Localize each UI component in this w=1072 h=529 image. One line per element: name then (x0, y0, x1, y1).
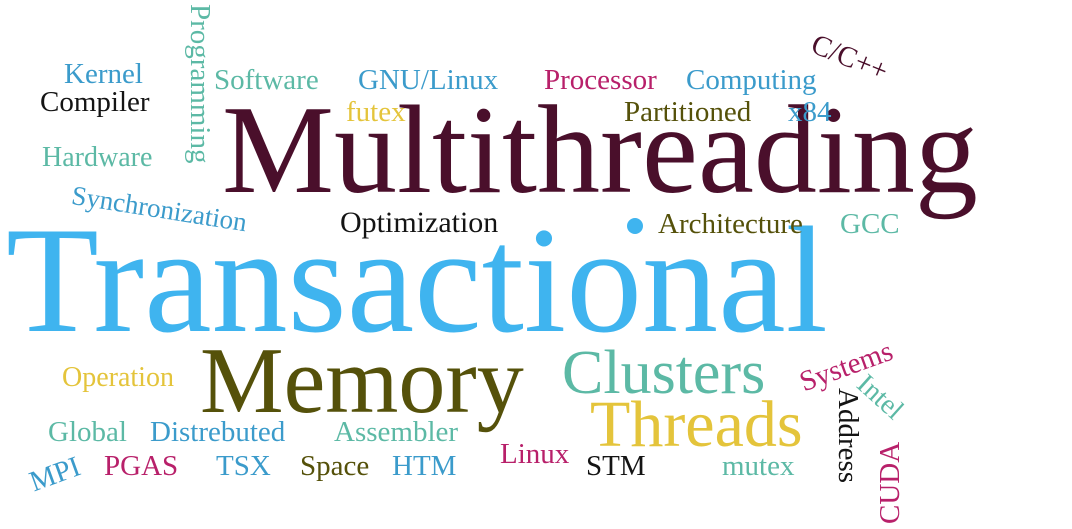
word-gnu-linux: GNU/Linux (358, 64, 499, 96)
word-partitioned: Partitioned (624, 96, 752, 128)
word-programming: Programming (184, 4, 216, 164)
word-hardware: Hardware (42, 142, 153, 173)
word-threads: Threads (590, 388, 803, 461)
word-space: Space (300, 450, 370, 482)
word-architecture: Architecture (658, 208, 803, 240)
word-stm: STM (586, 450, 646, 482)
word-software: Software (214, 64, 319, 96)
word-c-cpp: C/C++ (806, 28, 893, 88)
word-x84: x84 (788, 96, 832, 128)
word-cuda: CUDA (874, 441, 906, 524)
word-futex: futex (346, 96, 406, 128)
word-kernel: Kernel (64, 58, 143, 90)
word-memory: Memory (200, 329, 524, 433)
word-multithreading: Multithreading (222, 81, 978, 220)
word-transactional: Transactional (6, 196, 828, 364)
word-pgas: PGAS (104, 450, 179, 482)
word-mpi: MPI (25, 450, 85, 499)
word-operation: Operation (62, 362, 174, 393)
word-tsx: TSX (216, 450, 271, 482)
word-assembler: Assembler (334, 416, 459, 448)
word-optimization: Optimization (340, 206, 499, 239)
word-compiler: Compiler (40, 86, 150, 118)
word-global: Global (48, 416, 127, 448)
word-computing: Computing (686, 64, 817, 96)
word-htm: HTM (392, 450, 457, 482)
dot-shape (627, 218, 643, 234)
word-processor: Processor (544, 64, 657, 96)
word-address: Address (832, 388, 864, 484)
word-clusters: Clusters (562, 339, 766, 407)
word-gcc: GCC (840, 208, 900, 240)
word-linux: Linux (500, 438, 570, 470)
word-mutex: mutex (722, 450, 795, 482)
word-distrebuted: Distrebuted (150, 416, 286, 448)
